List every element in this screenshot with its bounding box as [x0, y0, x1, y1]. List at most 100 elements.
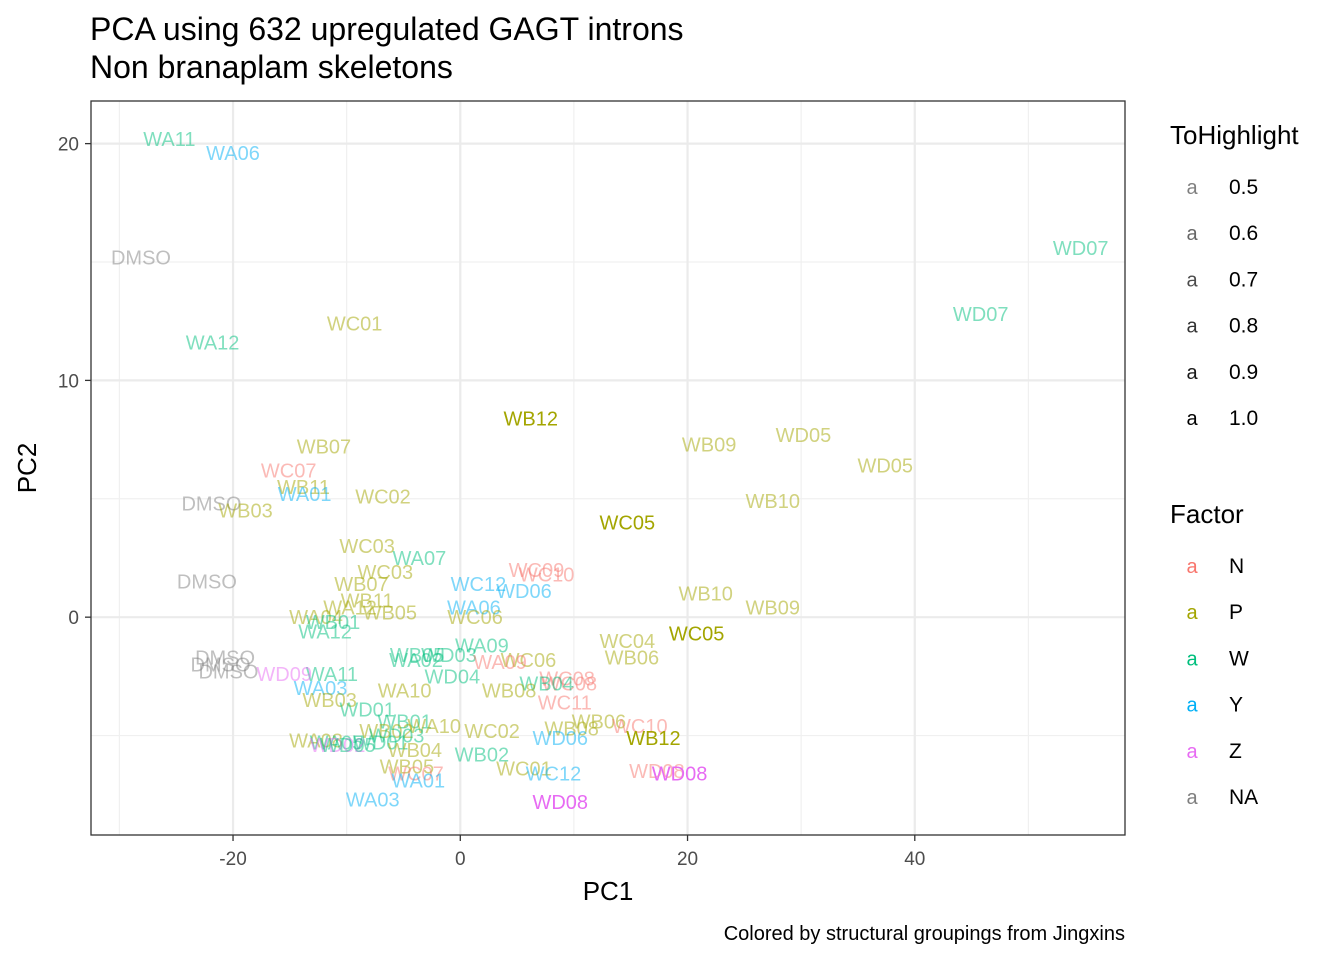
legend-title: Factor [1170, 499, 1244, 529]
legend-key-glyph: a [1186, 316, 1198, 338]
legend-key-glyph: a [1186, 362, 1198, 384]
point-label: WD01 [339, 700, 395, 722]
point-label: WD07 [953, 304, 1009, 326]
legend-key-glyph: a [1186, 556, 1198, 578]
point-label: WB03 [302, 690, 356, 712]
point-label: WA08 [289, 730, 343, 752]
point-label: WA03 [294, 678, 348, 700]
point-label: WD05 [857, 456, 913, 478]
point-label: WA04 [289, 607, 343, 629]
point-label: WB10 [678, 583, 732, 605]
legend-key-glyph: a [1186, 602, 1198, 624]
point-label: WD05 [320, 735, 376, 757]
point-label: WA11 [143, 129, 195, 151]
point-label: WD08 [532, 792, 588, 814]
plot-border [90, 100, 1126, 836]
point-label: WC07 [388, 763, 444, 785]
plot-panel [91, 101, 1125, 835]
legends: ToHighlight a 0.5 a 0.6 a 0.7 a 0.8 a 0.9 a 1.0 Facto… [1170, 120, 1299, 809]
point-label: DMSO [177, 572, 237, 594]
point-label: WA01 [278, 484, 332, 506]
point-label: WB02 [455, 744, 509, 766]
y-tick-label: 0 [68, 608, 79, 629]
chart-title: PCA using 632 upregulated GAGT introns [90, 11, 684, 47]
chart-caption: Colored by structural groupings from Jin… [724, 923, 1125, 945]
legend-key-glyph: a [1186, 408, 1198, 430]
point-label: WA12 [323, 598, 377, 620]
legend-key-glyph: a [1186, 269, 1198, 291]
point-label: WC08 [542, 673, 598, 695]
point-label: WC12 [451, 574, 507, 596]
point-label: WA03 [346, 789, 400, 811]
point-label: WA10 [378, 681, 432, 703]
point-label: WB02 [359, 721, 413, 743]
legend-item-label: Z [1229, 740, 1242, 763]
point-label: WB08 [482, 681, 536, 703]
point-label: WB11 [277, 477, 330, 499]
point-labels: WA11 WA06 DMSO WD07 WD07 WC01 WA12 WB12 WB09 WD05… [111, 129, 1108, 814]
legend-item-label: Y [1229, 694, 1243, 717]
point-label: WC09 [509, 560, 565, 582]
legend-item-label: 0.8 [1229, 315, 1258, 338]
legend-item-label: 0.6 [1229, 222, 1258, 245]
point-label: WB03 [218, 501, 272, 523]
point-label: WB12 [626, 728, 680, 750]
point-label: WA10 [407, 716, 461, 738]
legend-key-glyph: a [1186, 648, 1198, 670]
point-label: WA11 [306, 664, 358, 686]
point-label: WB04 [519, 673, 573, 695]
point-label: WB05 [363, 602, 417, 624]
point-label: WA05 [310, 733, 364, 755]
point-label: WB08 [544, 718, 598, 740]
point-label: WC06 [447, 607, 503, 629]
legend-key-glyph: a [1186, 787, 1198, 809]
point-label: WC07 [261, 460, 317, 482]
point-label: WC02 [355, 486, 411, 508]
point-label: WA06 [206, 143, 260, 165]
point-label: WC01 [327, 314, 383, 336]
point-label: WD01 [353, 733, 409, 755]
legend-key-glyph: a [1186, 177, 1198, 199]
x-tick-label: 40 [904, 849, 925, 870]
y-axis-title: PC2 [12, 443, 42, 494]
point-label: WB09 [746, 598, 800, 620]
point-label: DMSO [198, 662, 258, 684]
legend-item-label: P [1229, 601, 1243, 624]
point-label: WC10 [519, 565, 575, 587]
point-label: WC03 [339, 536, 395, 558]
legend-item-label: 0.7 [1229, 268, 1258, 291]
point-label: WD02 [310, 735, 366, 757]
y-tick-label: 20 [58, 135, 79, 156]
point-label: WC05 [600, 512, 656, 534]
point-label: WC03 [358, 562, 414, 584]
point-label: WC11 [538, 692, 592, 714]
point-label: WD06 [496, 581, 552, 603]
x-tick-label: 0 [455, 849, 466, 870]
point-label: WA02 [389, 650, 443, 672]
point-label: WA12 [186, 333, 240, 355]
point-label: WB10 [746, 491, 800, 513]
point-label: WC01 [496, 759, 552, 781]
point-label: WB07 [297, 437, 351, 459]
legend-item-label: 0.5 [1229, 176, 1258, 199]
point-label: WD03 [421, 645, 477, 667]
y-tick-label: 10 [58, 371, 79, 392]
legend-key-glyph: a [1186, 741, 1198, 763]
point-label: WC06 [501, 650, 557, 672]
legend-item-label: N [1229, 555, 1244, 578]
point-label: WC04 [600, 631, 656, 653]
point-label: WA09 [473, 652, 527, 674]
axis-ticks: -20 0 20 40 0 10 20 [58, 135, 926, 870]
point-label: WB04 [388, 740, 442, 762]
point-label: WB05 [390, 645, 444, 667]
point-label: WD05 [776, 425, 832, 447]
point-label: WD03 [369, 726, 425, 748]
point-label: DMSO [191, 655, 251, 677]
x-tick-label: 20 [677, 849, 698, 870]
point-label: WB01 [377, 711, 431, 733]
x-tick-label: -20 [219, 849, 246, 870]
point-label: WB09 [682, 434, 736, 456]
point-label: DMSO [181, 494, 241, 516]
point-label: WC02 [464, 721, 520, 743]
